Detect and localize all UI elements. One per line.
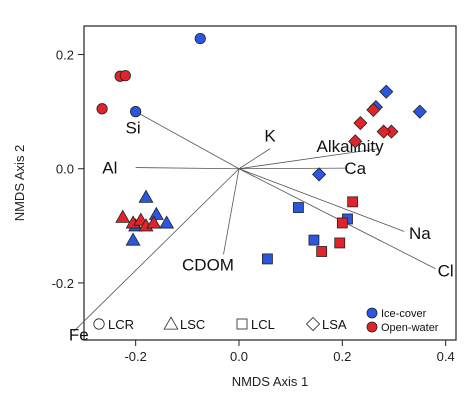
data-point-lsc-open-water <box>146 215 162 229</box>
data-point-lcl-ice-cover <box>262 253 273 265</box>
vector-label-k: K <box>264 127 276 146</box>
vector-line-ca <box>238 167 348 170</box>
x-tick-label: 0.4 <box>437 349 455 364</box>
legend-season-open-water-label: Open-water <box>381 322 439 334</box>
x-tick-label: -0.2 <box>124 349 146 364</box>
data-point-lsa-open-water <box>353 115 368 131</box>
y-axis-label: NMDS Axis 2 <box>12 145 27 222</box>
vector-label-cl: Cl <box>438 261 454 280</box>
legend-season-ice-cover-label: Ice-cover <box>381 308 427 320</box>
x-tick-label: 0.0 <box>230 349 248 364</box>
data-point-lsc-open-water <box>115 209 131 223</box>
legend-site-lsa-label: LSA <box>322 317 347 332</box>
plot-frame <box>83 25 457 341</box>
data-point-lcr-ice-cover <box>194 32 206 45</box>
data-point-lcl-open-water <box>336 217 348 229</box>
vector-line-si <box>130 108 240 170</box>
data-point-lsc-ice-cover <box>148 206 164 220</box>
data-point-lsc-ice-cover <box>138 189 154 203</box>
data-point-lsc-ice-cover <box>125 232 141 246</box>
x-axis-label: NMDS Axis 1 <box>232 374 309 389</box>
vector-label-na: Na <box>409 224 431 243</box>
data-point-lsa-open-water <box>348 134 363 149</box>
vector-line-k <box>238 148 271 170</box>
data-point-lcl-ice-cover <box>293 202 304 213</box>
x-tick-label: 0.2 <box>333 349 351 364</box>
y-tick-label: 0.2 <box>56 48 74 63</box>
vector-label-cdom: CDOM <box>182 256 234 275</box>
y-tick-label: -0.2 <box>52 276 74 291</box>
data-point-lcl-open-water <box>334 237 346 249</box>
data-point-lcl-open-water <box>347 196 359 208</box>
vector-label-ca: Ca <box>344 159 366 178</box>
data-point-lsc-ice-cover <box>159 215 175 229</box>
vector-line-cdom <box>223 168 240 255</box>
vector-label-fe: Fe <box>69 325 89 344</box>
legend-site-lsc-marker <box>163 316 179 330</box>
legend-season-ice-cover-marker <box>366 307 378 319</box>
legend-site-lsa-marker <box>305 316 321 332</box>
legend-site-lsc-label: LSC <box>180 317 205 332</box>
data-point-lsa-ice-cover <box>379 84 394 99</box>
vector-label-alkalinity: Alkalinity <box>317 137 385 156</box>
vector-line-alkalinity <box>238 148 379 170</box>
data-point-lcr-open-water <box>119 70 131 82</box>
legend-site-lcr-label: LCR <box>108 317 134 332</box>
data-point-lsa-open-water <box>376 124 391 139</box>
data-point-lsa-ice-cover <box>412 104 427 119</box>
legend-season-open-water-marker <box>366 321 378 333</box>
vector-label-si: Si <box>126 119 141 138</box>
data-point-lcl-ice-cover <box>308 234 320 246</box>
y-tick-label: 0.0 <box>56 162 74 177</box>
data-point-lsa-ice-cover <box>312 167 327 182</box>
vector-label-al: Al <box>102 159 117 178</box>
legend-site-lcl-marker <box>236 318 248 330</box>
vector-line-fe <box>73 168 240 332</box>
data-point-lcr-open-water <box>96 103 108 115</box>
vector-line-na <box>238 168 405 232</box>
data-point-lsa-open-water <box>366 102 381 117</box>
legend-site-lcl-label: LCL <box>251 317 275 332</box>
data-point-lcr-ice-cover <box>130 106 142 118</box>
vector-line-al <box>135 167 240 170</box>
data-point-lcl-open-water <box>316 246 328 257</box>
legend-site-lcr-marker <box>93 318 105 330</box>
